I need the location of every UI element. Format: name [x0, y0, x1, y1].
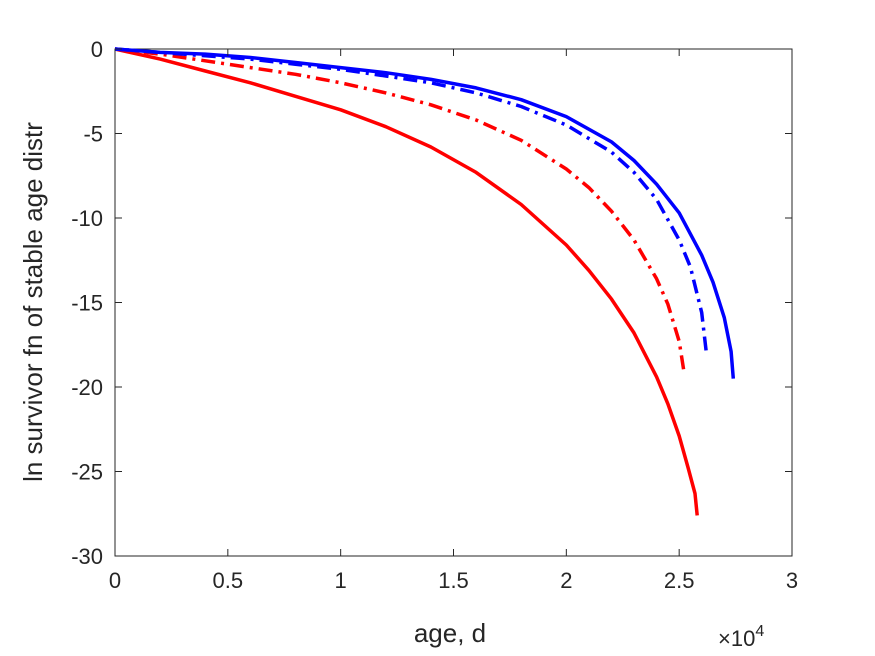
x-tick-label: 2.5 — [664, 568, 695, 593]
y-tick-label: -30 — [71, 544, 103, 569]
ticks-layer: 0 0.5 1 1.5 2 2.5 3 0 -5 -10 -15 -20 -25 -30 — [71, 37, 798, 593]
y-axis-label: ln survivor fn of stable age distr — [18, 122, 48, 482]
series-layer — [114, 47, 736, 516]
x-multiplier-base: ×10 — [718, 626, 755, 651]
x-tick-label: 0.5 — [213, 568, 244, 593]
x-tick-label: 2 — [560, 568, 572, 593]
y-tick-label: 0 — [91, 37, 103, 62]
x-multiplier-label: ×104 — [718, 623, 764, 651]
x-tick-label: 1 — [335, 568, 347, 593]
series-line-4 — [114, 47, 736, 379]
series-line-1 — [114, 47, 699, 516]
y-tick-label: -10 — [71, 206, 103, 231]
x-axis-label: age, d — [414, 618, 486, 648]
y-tick-label: -5 — [83, 122, 103, 147]
plot-area — [114, 48, 793, 557]
y-tick-label: -15 — [71, 291, 103, 316]
series-line-2 — [114, 47, 686, 371]
x-tick-label: 3 — [786, 568, 798, 593]
y-tick-label: -25 — [71, 460, 103, 485]
x-multiplier-exponent: 4 — [755, 623, 764, 640]
x-tick-label: 1.5 — [438, 568, 469, 593]
x-tick-label: 0 — [109, 568, 121, 593]
y-tick-label: -20 — [71, 375, 103, 400]
